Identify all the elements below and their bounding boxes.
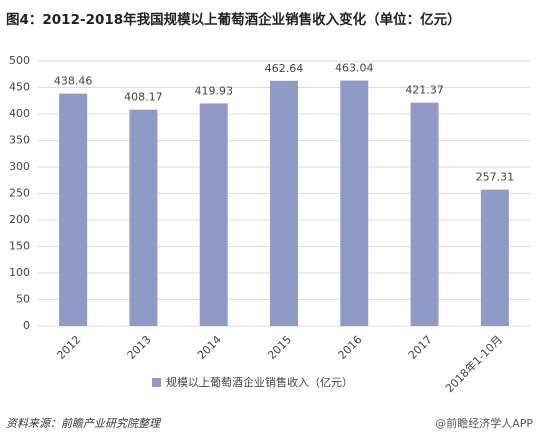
y-tick-label: 350 [9,134,30,147]
source-note: 资料来源：前瞻产业研究院整理 [6,417,162,430]
y-tick-label: 0 [23,319,30,332]
data-label: 462.64 [265,62,304,75]
watermark: @前瞻经济学人APP [435,416,533,430]
bar [129,109,158,327]
x-tick-label: 2014 [195,333,224,362]
y-tick-label: 100 [9,266,30,279]
y-tick-label: 200 [9,213,30,226]
x-tick-label: 2018年1-10月 [442,332,505,395]
y-tick-label: 250 [9,187,30,200]
data-label: 463.04 [335,62,374,75]
bar [199,103,228,326]
y-tick-label: 150 [9,240,30,253]
x-tick-label: 2017 [406,333,435,362]
bar [59,93,88,326]
x-tick-label: 2015 [265,333,294,362]
y-tick-label: 500 [9,54,30,67]
bar [410,102,439,327]
data-label: 438.46 [54,75,93,88]
y-tick-label: 400 [9,107,30,120]
legend-swatch [152,378,161,387]
data-label: 257.31 [476,171,515,184]
y-tick-label: 450 [9,81,30,94]
data-label: 421.37 [405,84,444,97]
x-tick-label: 2013 [125,333,154,362]
legend-label: 规模以上葡萄酒企业销售收入（亿元） [166,375,353,389]
chart-title: 图4：2012-2018年我国规模以上葡萄酒企业销售收入变化（单位：亿元） [6,11,461,28]
bar [480,189,509,326]
x-tick-label: 2016 [336,333,365,362]
bar [340,80,369,326]
y-tick-label: 50 [16,293,30,306]
x-tick-label: 2012 [54,333,83,362]
y-tick-label: 300 [9,160,30,173]
data-label: 408.17 [124,91,163,104]
bar [270,80,298,326]
data-label: 419.93 [194,84,233,97]
